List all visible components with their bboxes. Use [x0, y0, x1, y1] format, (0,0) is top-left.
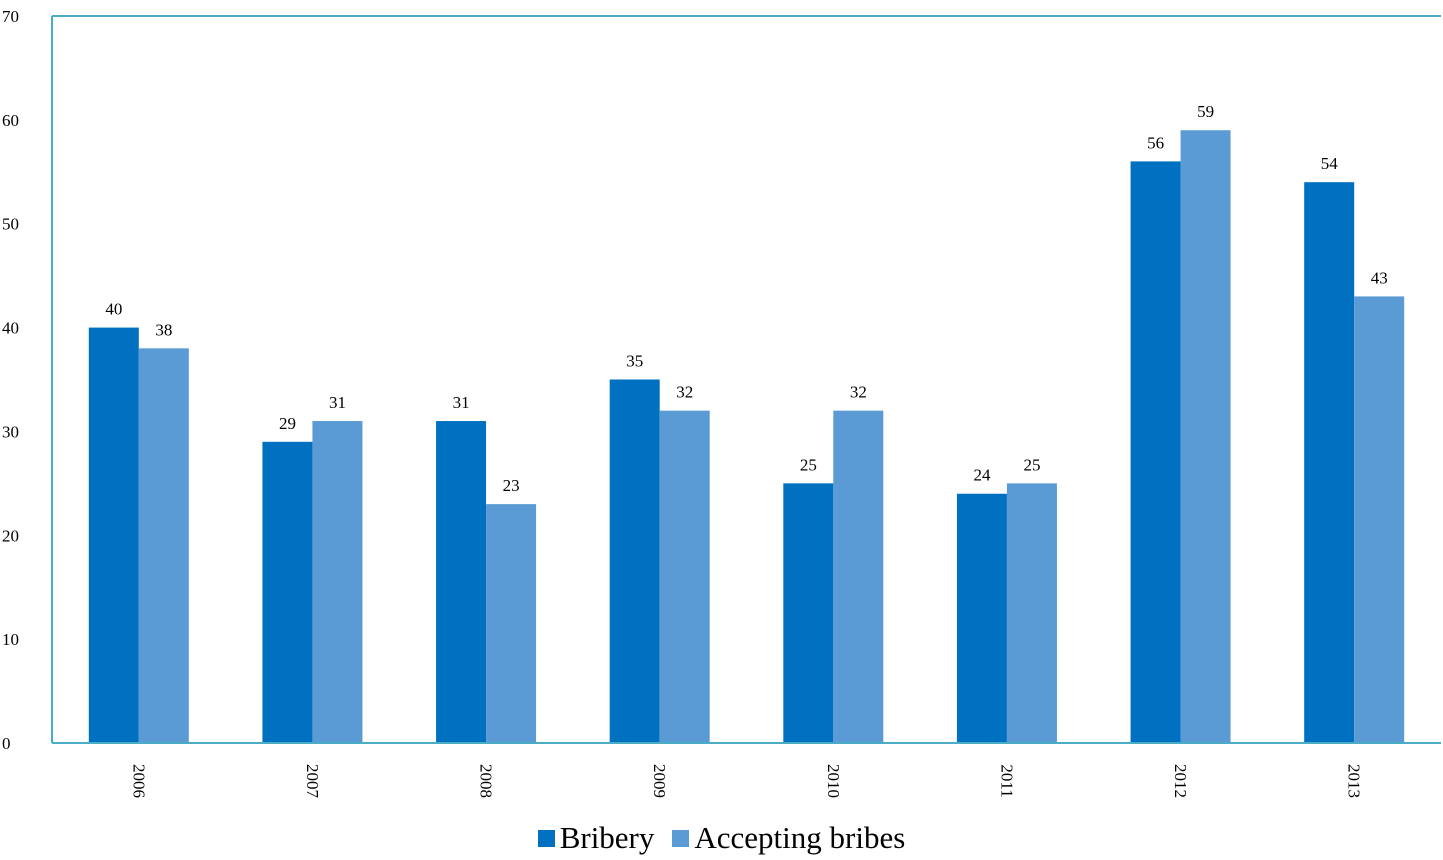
legend-swatch-bribery: [537, 829, 555, 847]
data-label: 25: [1023, 455, 1040, 474]
y-tick-label: 70: [2, 7, 19, 26]
bar-accepting-bribes: [312, 421, 363, 743]
data-label: 32: [850, 383, 867, 402]
bars: [88, 130, 1405, 743]
bar-accepting-bribes: [659, 410, 710, 743]
data-label: 25: [800, 455, 817, 474]
data-label: 29: [279, 414, 296, 433]
data-label: 43: [1371, 268, 1388, 287]
legend-swatch-accepting-bribes: [672, 829, 690, 847]
bar-bribery: [609, 379, 660, 743]
x-tick-label: 2009: [650, 764, 669, 798]
bar-accepting-bribes: [1180, 130, 1231, 743]
data-label: 56: [1147, 133, 1164, 152]
legend-label-accepting-bribes: Accepting bribes: [694, 820, 906, 855]
data-labels: 40 38 29 31 31 23 35 32 25 32 24 25 56 59 54 43: [105, 102, 1387, 495]
x-tick-label: 2010: [824, 764, 843, 798]
y-tick-label: 10: [2, 630, 19, 649]
data-label: 59: [1197, 102, 1214, 121]
x-axis-ticks: 2006 2007 2008 2009 2010 2011 2012 2013: [129, 764, 1363, 799]
legend-label-bribery: Bribery: [559, 820, 655, 855]
legend-item-bribery: Bribery: [537, 820, 655, 856]
bar-accepting-bribes: [486, 504, 537, 743]
bar-accepting-bribes: [138, 348, 189, 743]
y-tick-label: 20: [2, 526, 19, 545]
bar-bribery: [783, 483, 834, 743]
y-tick-label: 50: [2, 215, 19, 234]
bar-accepting-bribes: [1006, 483, 1057, 743]
y-tick-label: 60: [2, 111, 19, 130]
x-tick-label: 2013: [1345, 764, 1364, 798]
y-tick-label: 0: [2, 734, 11, 753]
x-tick-label: 2007: [303, 764, 322, 799]
bar-accepting-bribes: [1354, 296, 1405, 743]
bar-bribery: [956, 493, 1007, 743]
data-label: 24: [973, 466, 991, 485]
bar-bribery: [262, 441, 313, 743]
data-label: 38: [155, 320, 172, 339]
legend: Bribery Accepting bribes: [0, 820, 1443, 856]
legend-item-accepting-bribes: Accepting bribes: [672, 820, 905, 856]
data-label: 35: [626, 352, 643, 371]
data-label: 40: [105, 300, 122, 319]
bar-bribery: [1304, 182, 1355, 743]
bar-accepting-bribes: [833, 410, 884, 743]
y-tick-label: 30: [2, 422, 19, 441]
data-label: 54: [1321, 154, 1339, 173]
bar-bribery: [1130, 161, 1181, 743]
data-label: 31: [453, 393, 470, 412]
data-label: 31: [329, 393, 346, 412]
y-tick-label: 40: [2, 319, 19, 338]
x-tick-label: 2008: [477, 764, 496, 798]
y-axis-ticks: 0 10 20 30 40 50 60 70: [2, 7, 19, 753]
bar-bribery: [436, 421, 487, 743]
x-tick-label: 2011: [997, 764, 1016, 797]
data-label: 23: [503, 476, 520, 495]
data-label: 32: [676, 383, 693, 402]
x-tick-label: 2012: [1171, 764, 1190, 798]
bar-bribery: [88, 327, 139, 743]
x-tick-label: 2006: [129, 764, 148, 798]
